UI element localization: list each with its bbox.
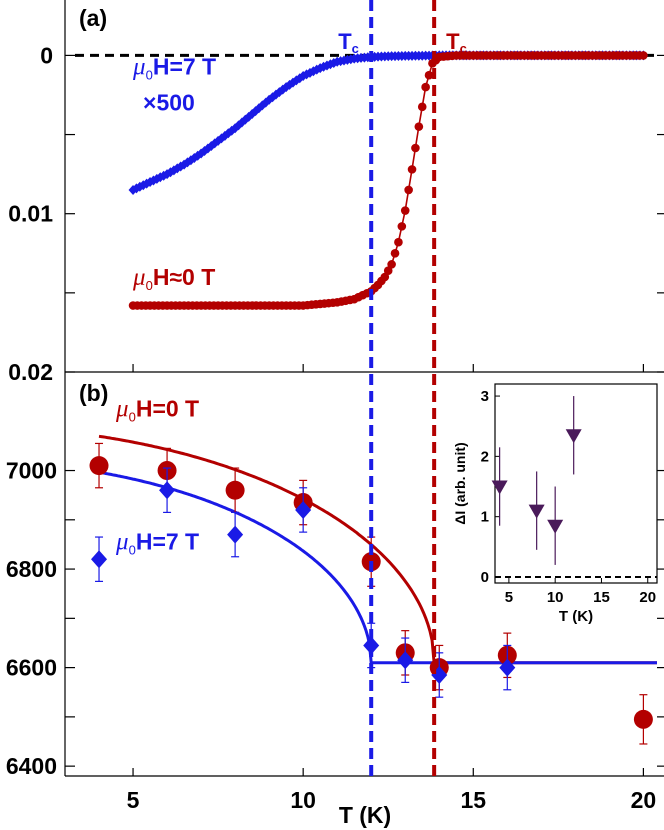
data-point-red bbox=[394, 237, 403, 247]
data-point-red bbox=[225, 480, 245, 500]
inset-y-tick-label: 3 bbox=[481, 388, 489, 405]
data-point-red bbox=[633, 709, 653, 729]
data-point-red bbox=[407, 165, 417, 174]
fit-curve-red bbox=[98, 434, 657, 665]
data-point-red bbox=[424, 70, 434, 80]
inset-y-tick-label: 0 bbox=[481, 569, 489, 586]
panel-b-x-tick-label: 15 bbox=[460, 787, 486, 813]
data-point-red bbox=[639, 51, 648, 60]
data-point-blue bbox=[251, 106, 261, 117]
data-point-red bbox=[417, 102, 427, 112]
panel-b-y-tick-label: 6400 bbox=[6, 753, 57, 779]
data-point-red bbox=[397, 222, 407, 231]
panel-b-y-tick-label: 6800 bbox=[6, 556, 57, 582]
data-point-red bbox=[414, 122, 424, 131]
panel-a-y-tick-label: 0.01 bbox=[8, 201, 53, 227]
data-point-red bbox=[89, 456, 109, 476]
inset-x-tick-label: 5 bbox=[505, 589, 513, 606]
data-point-blue bbox=[499, 658, 516, 677]
data-point-red bbox=[390, 248, 400, 258]
mu-subscript: 0 bbox=[129, 409, 136, 424]
mu-symbol: μ bbox=[132, 264, 146, 291]
series-label-blue: μ0H=7 T bbox=[132, 53, 216, 82]
inset-x-tick-label: 10 bbox=[547, 589, 564, 606]
inset-y-tick-label: 2 bbox=[481, 448, 489, 465]
x-axis-label: T (K) bbox=[339, 802, 391, 828]
data-point-red bbox=[400, 206, 410, 215]
panel-a-label: (a) bbox=[79, 5, 107, 31]
data-point-red bbox=[383, 266, 393, 275]
tc-letter: T bbox=[446, 29, 460, 54]
inset-data-point bbox=[547, 519, 564, 534]
panel-b-x-tick-label: 20 bbox=[631, 787, 657, 813]
data-point-red bbox=[380, 272, 390, 282]
tc-subscript: c bbox=[352, 41, 359, 56]
label-rest: H=7 T bbox=[136, 528, 199, 554]
label-rest: H=7 T bbox=[153, 53, 216, 79]
mu-subscript: 0 bbox=[146, 67, 153, 82]
inset-plot: 5 10 15 20 0 1 2 3 T (K) ΔI (arb. unit) bbox=[452, 383, 658, 625]
data-point-blue bbox=[230, 123, 240, 134]
inset-data-point bbox=[528, 504, 545, 519]
panel-b-y-tick-label: 6600 bbox=[6, 655, 57, 681]
tc-label-red: Tc bbox=[446, 29, 467, 56]
inset-y-label: ΔI (arb. unit) bbox=[452, 442, 468, 524]
inset-data-point bbox=[565, 429, 582, 444]
inset-x-tick-label: 20 bbox=[639, 589, 656, 606]
tc-label-blue: Tc bbox=[338, 29, 359, 56]
data-point-red bbox=[411, 143, 420, 153]
panel-b-x-tick-label: 10 bbox=[290, 787, 316, 813]
inset-x-tick-label: 15 bbox=[593, 589, 610, 606]
data-point-red bbox=[421, 82, 430, 92]
inset-data-point bbox=[491, 480, 508, 495]
label-rest: H≈0 T bbox=[153, 264, 215, 290]
mu-symbol: μ bbox=[115, 528, 129, 555]
series-label-red: μ0H=0 T bbox=[115, 395, 199, 424]
panel-b-x-tick-label: 5 bbox=[127, 787, 140, 813]
tc-letter: T bbox=[338, 29, 352, 54]
mu-subscript: 0 bbox=[129, 542, 136, 557]
series-label-blue: μ0H=7 T bbox=[115, 528, 199, 557]
scale-factor-label: ×500 bbox=[143, 89, 195, 115]
data-point-blue bbox=[227, 525, 244, 544]
series-label-red: μ0H≈0 T bbox=[132, 264, 215, 293]
mu-symbol: μ bbox=[132, 53, 146, 80]
mu-symbol: μ bbox=[115, 395, 129, 422]
tc-subscript: c bbox=[460, 41, 467, 56]
inset-y-tick-label: 1 bbox=[481, 509, 489, 526]
data-point-blue bbox=[159, 481, 176, 500]
data-point-blue bbox=[91, 550, 108, 569]
panel-b-label: (b) bbox=[79, 380, 108, 406]
panel-b-y-tick-label: 7000 bbox=[6, 458, 57, 484]
panel-a-y-tick-label: 0.02 bbox=[8, 359, 53, 385]
panel-a-y-tick-label: 0 bbox=[40, 42, 53, 68]
tc-lines: Tc Tc bbox=[338, 0, 467, 776]
inset-frame bbox=[494, 383, 658, 584]
data-point-blue bbox=[397, 651, 414, 670]
mu-subscript: 0 bbox=[146, 278, 153, 293]
data-point-red bbox=[404, 185, 413, 195]
inset-x-label: T (K) bbox=[559, 608, 593, 625]
data-point-red bbox=[387, 260, 396, 269]
data-point-blue bbox=[295, 500, 312, 519]
data-point-blue bbox=[363, 636, 380, 655]
label-rest: H=0 T bbox=[136, 395, 199, 421]
